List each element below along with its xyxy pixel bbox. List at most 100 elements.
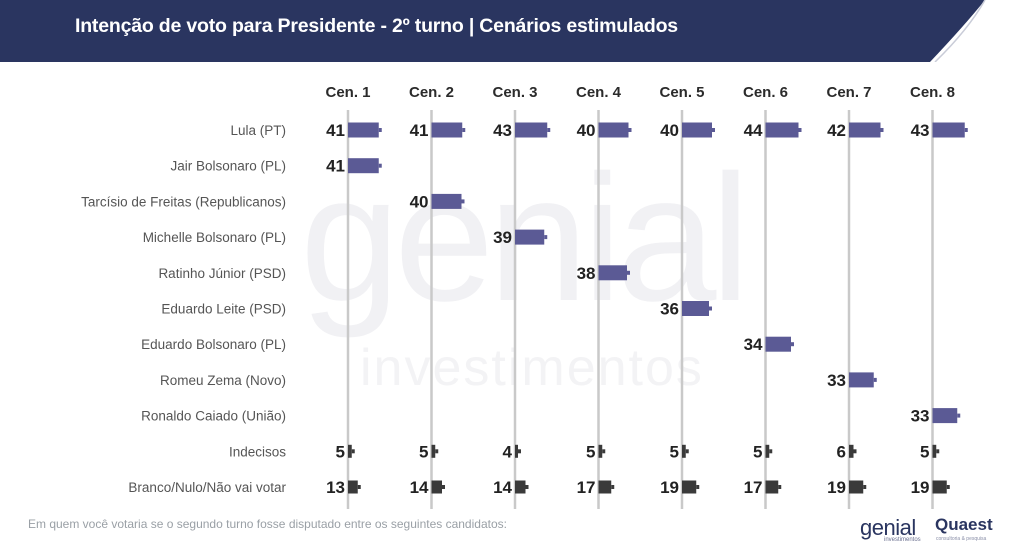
- bar-error-tick: [791, 342, 794, 347]
- row-label: Indecisos: [229, 444, 286, 459]
- bar: [348, 480, 358, 494]
- bar-error-tick: [627, 270, 630, 275]
- bar: [682, 122, 712, 138]
- chart-title: Intenção de voto para Presidente - 2º tu…: [75, 15, 678, 37]
- value-label: 34: [744, 335, 763, 354]
- bar-error-tick: [378, 163, 382, 168]
- bar: [348, 158, 379, 174]
- row-label: Lula (PT): [230, 123, 286, 138]
- bar: [765, 480, 779, 494]
- bar-error-tick: [525, 485, 529, 489]
- bar: [515, 229, 545, 245]
- bar-error-tick: [518, 449, 521, 454]
- row-label: Eduardo Leite (PSD): [161, 302, 286, 317]
- bar-error-tick: [853, 449, 857, 454]
- bar: [932, 480, 947, 494]
- scenario-header: Cen. 2: [409, 84, 454, 101]
- bar-error-tick: [769, 449, 773, 454]
- bar-error-tick: [709, 306, 712, 311]
- bar: [932, 122, 965, 138]
- value-label: 13: [326, 478, 345, 497]
- bar-error-tick: [957, 413, 961, 418]
- bar-error-tick: [936, 449, 940, 454]
- bar-error-tick: [685, 449, 689, 454]
- bar: [765, 444, 770, 458]
- value-label: 5: [336, 442, 345, 461]
- bar-error-tick: [628, 128, 632, 132]
- value-label: 19: [911, 478, 930, 497]
- bar-error-tick: [357, 485, 361, 489]
- scenario-header: Cen. 3: [492, 84, 537, 101]
- bar: [849, 122, 881, 138]
- value-label: 40: [660, 121, 679, 140]
- bar: [515, 444, 518, 458]
- value-label: 5: [586, 442, 595, 461]
- value-label: 38: [577, 264, 596, 283]
- value-label: 5: [920, 442, 929, 461]
- bar-error-tick: [798, 128, 802, 132]
- value-label: 36: [660, 300, 679, 319]
- scenario-header: Cen. 7: [826, 84, 871, 101]
- bar-error-tick: [442, 485, 445, 489]
- genial-logo: genial investimentos: [860, 515, 921, 543]
- genial-logo-subtext: investimentos: [884, 537, 921, 543]
- bar: [515, 480, 526, 494]
- value-label: 41: [326, 121, 345, 140]
- bar: [849, 480, 864, 494]
- bar: [431, 122, 463, 138]
- bar-error-tick: [547, 128, 551, 132]
- header-banner: Intenção de voto para Presidente - 2º tu…: [0, 0, 1012, 62]
- scenario-header: Cen. 1: [325, 84, 370, 101]
- value-label: 5: [670, 442, 679, 461]
- scenario-header: Cen. 4: [576, 84, 622, 101]
- bar-error-tick: [378, 128, 382, 132]
- bar-error-tick: [778, 485, 782, 489]
- row-label: Tarcísio de Freitas (Republicanos): [81, 194, 286, 209]
- bar-error-tick: [602, 449, 606, 454]
- value-label: 42: [827, 121, 846, 140]
- bar: [431, 480, 442, 494]
- bar-error-tick: [611, 485, 615, 489]
- value-label: 43: [493, 121, 512, 140]
- bar: [598, 265, 627, 281]
- bar: [765, 122, 799, 138]
- value-label: 5: [753, 442, 762, 461]
- value-label: 6: [837, 442, 846, 461]
- value-label: 14: [493, 478, 512, 497]
- bar-error-tick: [435, 449, 439, 454]
- scenario-header: Cen. 6: [743, 84, 788, 101]
- quaest-logo: Quaest consultoria & pesquisa: [935, 515, 993, 542]
- bar: [431, 193, 462, 209]
- bar-error-tick: [461, 199, 465, 204]
- value-label: 19: [827, 478, 846, 497]
- bar: [348, 122, 379, 138]
- bar-error-tick: [696, 485, 700, 489]
- bar-error-tick: [946, 485, 950, 489]
- bar: [598, 444, 603, 458]
- bar-error-tick: [544, 235, 548, 240]
- quaest-logo-subtext: consultoria & pesquisa: [936, 536, 987, 542]
- value-label: 39: [493, 228, 512, 247]
- row-label: Eduardo Bolsonaro (PL): [141, 337, 286, 352]
- bar: [932, 444, 937, 458]
- bar: [598, 480, 612, 494]
- value-label: 33: [827, 371, 846, 390]
- bar: [598, 122, 629, 138]
- value-label: 41: [326, 157, 345, 176]
- genial-logo-text: genial: [860, 515, 916, 540]
- bar: [849, 372, 874, 388]
- bar-error-tick: [880, 128, 884, 132]
- value-label: 14: [410, 478, 429, 497]
- bar: [515, 122, 548, 138]
- row-label: Michelle Bolsonaro (PL): [143, 230, 286, 245]
- bar: [431, 444, 436, 458]
- bar-error-tick: [863, 485, 867, 489]
- value-label: 40: [577, 121, 596, 140]
- footer-note: Em quem você votaria se o segundo turno …: [28, 517, 507, 531]
- row-label: Jair Bolsonaro (PL): [170, 159, 286, 174]
- value-label: 17: [577, 478, 596, 497]
- scenario-header: Cen. 5: [659, 84, 704, 101]
- row-label: Romeu Zema (Novo): [160, 373, 286, 388]
- quaest-logo-text: Quaest: [935, 515, 993, 534]
